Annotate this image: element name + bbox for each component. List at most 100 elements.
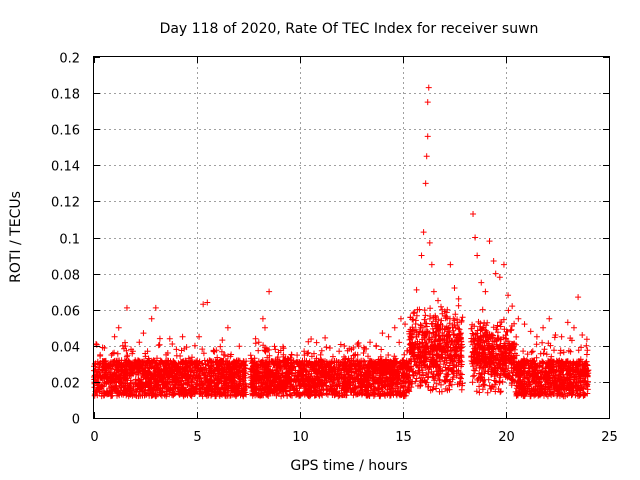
data-point bbox=[397, 315, 404, 322]
data-point bbox=[470, 211, 477, 218]
data-point bbox=[424, 99, 431, 106]
data-point bbox=[482, 288, 489, 295]
y-tick-label: 0.06 bbox=[51, 305, 80, 320]
data-point bbox=[579, 331, 586, 338]
data-point bbox=[282, 355, 289, 362]
x-axis-ticks: 0 5 10 15 20 25 bbox=[90, 57, 618, 445]
data-point bbox=[385, 333, 392, 340]
y-tick-label: 0.14 bbox=[51, 160, 80, 175]
data-point bbox=[391, 324, 398, 331]
data-point bbox=[173, 346, 180, 353]
data-point bbox=[505, 292, 512, 299]
data-point bbox=[478, 279, 485, 286]
data-point bbox=[439, 306, 446, 313]
data-point bbox=[496, 274, 503, 281]
data-point bbox=[430, 288, 437, 295]
data-point bbox=[301, 348, 308, 355]
data-point bbox=[152, 304, 159, 311]
data-point bbox=[527, 328, 534, 335]
data-point bbox=[200, 301, 207, 308]
data-point bbox=[455, 295, 462, 302]
data-point bbox=[492, 270, 499, 277]
data-point bbox=[486, 238, 493, 245]
y-tick-label: 0.16 bbox=[51, 124, 80, 139]
data-point bbox=[259, 315, 266, 322]
data-point bbox=[425, 84, 432, 91]
data-point bbox=[515, 315, 522, 322]
data-point bbox=[185, 355, 192, 362]
x-tick-label: 20 bbox=[498, 430, 515, 445]
data-point bbox=[119, 342, 126, 349]
data-point bbox=[533, 333, 540, 340]
data-point bbox=[521, 321, 528, 328]
data-point bbox=[235, 368, 242, 375]
data-point bbox=[348, 346, 355, 353]
data-point bbox=[435, 297, 442, 304]
data-point bbox=[406, 328, 413, 335]
data-point bbox=[422, 180, 429, 187]
y-tick-label: 0.12 bbox=[51, 196, 80, 211]
data-point bbox=[558, 333, 565, 340]
data-point bbox=[191, 342, 198, 349]
data-point bbox=[428, 261, 435, 268]
data-point bbox=[111, 333, 118, 340]
y-tick-label: 0 bbox=[72, 413, 80, 428]
data-point bbox=[570, 324, 577, 331]
y-tick-label: 0.2 bbox=[59, 52, 80, 67]
data-point bbox=[169, 340, 176, 347]
y-tick-label: 0.18 bbox=[51, 88, 80, 103]
data-point bbox=[451, 285, 458, 292]
data-point bbox=[132, 357, 139, 364]
data-point bbox=[564, 319, 571, 326]
dense-scatter-cloud bbox=[91, 286, 592, 400]
data-point bbox=[163, 351, 170, 358]
data-point bbox=[276, 362, 283, 369]
plot-frame bbox=[93, 56, 610, 419]
data-point bbox=[336, 348, 343, 355]
data-point bbox=[546, 315, 553, 322]
data-point bbox=[552, 331, 559, 338]
data-point bbox=[568, 337, 575, 344]
data-point bbox=[251, 369, 258, 376]
data-point bbox=[266, 288, 273, 295]
data-points bbox=[93, 84, 590, 378]
y-axis-ticks: 0 0.02 0.04 0.06 0.08 0.1 0.12 0.14 0.16 0.18 0.2 bbox=[51, 52, 609, 428]
data-point bbox=[443, 313, 450, 320]
data-point bbox=[402, 321, 409, 328]
data-point bbox=[255, 339, 262, 346]
data-point bbox=[414, 306, 421, 313]
data-point bbox=[115, 324, 122, 331]
data-point bbox=[420, 229, 427, 236]
data-point bbox=[128, 346, 135, 353]
grid-lines bbox=[94, 57, 609, 418]
data-point bbox=[294, 360, 301, 367]
data-point bbox=[148, 315, 155, 322]
data-point bbox=[500, 261, 507, 268]
data-point bbox=[418, 252, 425, 259]
data-point bbox=[261, 324, 268, 331]
data-point bbox=[509, 303, 516, 310]
data-point bbox=[379, 330, 386, 337]
data-point-cloud bbox=[91, 286, 592, 400]
data-point bbox=[272, 346, 279, 353]
y-tick-label: 0.04 bbox=[51, 341, 80, 356]
data-point bbox=[93, 340, 100, 347]
data-point bbox=[288, 351, 295, 358]
data-point bbox=[136, 339, 143, 346]
data-point bbox=[490, 257, 497, 264]
data-point bbox=[214, 360, 221, 367]
data-point bbox=[472, 234, 479, 241]
data-point bbox=[474, 252, 481, 259]
data-point bbox=[354, 351, 361, 358]
data-point bbox=[196, 333, 203, 340]
x-tick-label: 0 bbox=[90, 430, 98, 445]
data-point bbox=[97, 351, 104, 358]
data-point bbox=[156, 335, 163, 342]
x-axis-label: GPS time / hours bbox=[290, 458, 407, 474]
x-tick-label: 25 bbox=[601, 430, 618, 445]
data-point bbox=[101, 364, 108, 371]
data-point bbox=[313, 355, 320, 362]
data-point bbox=[575, 294, 582, 301]
data-point bbox=[307, 364, 314, 371]
data-point bbox=[224, 324, 231, 331]
